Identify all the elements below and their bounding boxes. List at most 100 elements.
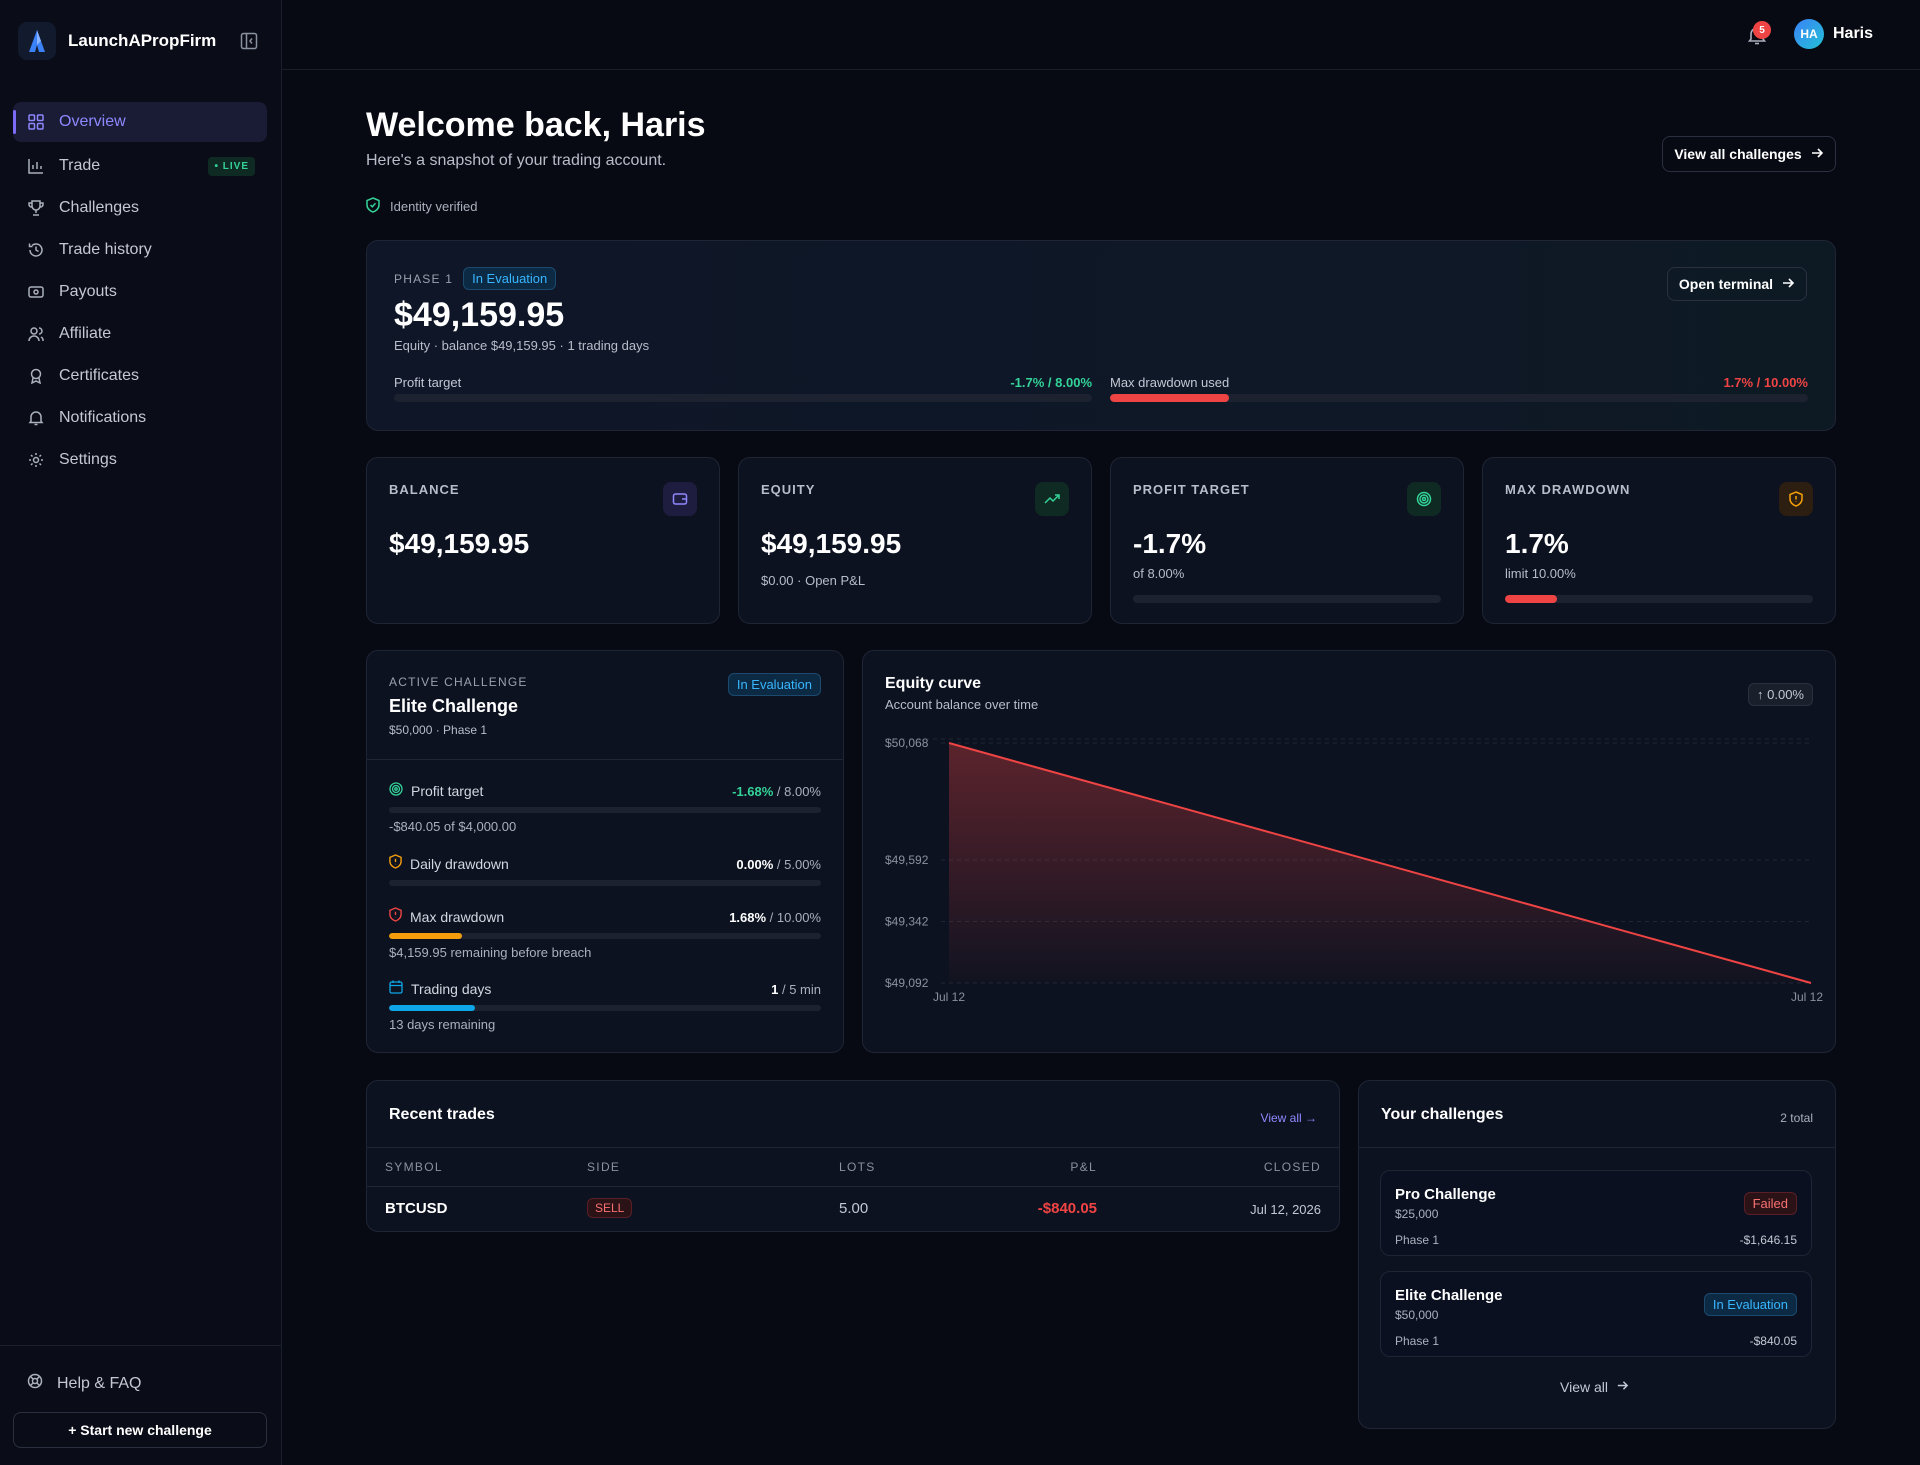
open-terminal-label: Open terminal (1678, 276, 1774, 292)
arrow-right-icon (1781, 276, 1795, 293)
users-icon (27, 325, 45, 343)
divider (367, 759, 843, 760)
topbar (282, 0, 1920, 70)
column-header: SIDE (587, 1160, 621, 1174)
row-label: Profit target (411, 783, 484, 799)
sidebar-item-label: Challenges (59, 199, 140, 216)
logo-icon (18, 22, 56, 60)
view-all-challenges-label: View all challenges (1674, 146, 1802, 162)
stat-sub: limit 10.00% (1505, 566, 1576, 581)
chart-subtitle: Account balance over time (885, 697, 1039, 712)
row-bar (389, 807, 821, 813)
phase-label: PHASE 1 (394, 271, 454, 286)
row-label: Daily drawdown (410, 856, 509, 872)
view-all-trades-link[interactable]: View all → (1260, 1111, 1317, 1125)
stat-bar (1505, 595, 1813, 603)
lifebuoy-icon (27, 1373, 43, 1394)
bell-icon (27, 409, 45, 427)
stat-title: BALANCE (389, 482, 460, 497)
challenge-size: $50,000 (1395, 1308, 1439, 1322)
challenge-item[interactable]: Pro Challenge $25,000 Failed Phase 1 -$1… (1380, 1170, 1812, 1256)
challenge-size: $25,000 (1395, 1207, 1439, 1221)
challenge-item[interactable]: Elite Challenge $50,000 In Evaluation Ph… (1380, 1271, 1812, 1357)
identity-verified: Identity verified (366, 197, 477, 216)
equity-card: EQUITY $49,159.95 $0.00 · Open P&L (738, 457, 1092, 624)
sidebar-collapse-icon[interactable] (240, 32, 258, 50)
brand[interactable]: LaunchAPropFirm (18, 22, 216, 60)
start-new-challenge-button[interactable]: + Start new challenge (13, 1412, 267, 1448)
table-row[interactable]: BTCUSD SELL 5.00 -$840.05 Jul 12, 2026 (367, 1187, 1339, 1232)
trade-lots: 5.00 (839, 1200, 869, 1217)
sidebar-item-certificates[interactable]: Certificates (13, 356, 267, 396)
phase-summary-card: PHASE 1 In Evaluation $49,159.95 Equity … (366, 240, 1836, 431)
sidebar-item-label: Affiliate (59, 325, 112, 342)
sidebar-item-affiliate[interactable]: Affiliate (13, 314, 267, 354)
change-badge: ↑ 0.00% (1748, 683, 1813, 706)
sidebar-item-label: Settings (59, 451, 117, 468)
max-drawdown-progress: Max drawdown used 1.7% / 10.00% (1110, 375, 1808, 402)
row-bar (389, 880, 821, 886)
row-value: 1.68% (729, 909, 767, 925)
sidebar-item-label: Overview (59, 113, 126, 130)
wallet-icon (663, 482, 697, 516)
profit-target-card: PROFIT TARGET -1.7% of 8.00% (1110, 457, 1464, 624)
view-all-challenges-link[interactable]: View all (1560, 1379, 1629, 1395)
shield-icon (389, 907, 402, 927)
status-badge: In Evaluation (1703, 1293, 1797, 1316)
sidebar-item-label: Payouts (59, 283, 117, 300)
sidebar-item-trade-history[interactable]: Trade history (13, 230, 267, 270)
calendar-icon (389, 980, 403, 999)
help-label: Help & FAQ (57, 1374, 142, 1392)
help-faq-link[interactable]: Help & FAQ (27, 1373, 141, 1394)
page-subtitle: Here's a snapshot of your trading accoun… (366, 152, 667, 169)
brand-name: LaunchAPropFirm (68, 31, 217, 50)
stat-title: PROFIT TARGET (1133, 482, 1250, 497)
view-all-challenges-button[interactable]: View all challenges (1662, 136, 1836, 172)
open-terminal-button[interactable]: Open terminal (1667, 267, 1807, 301)
y-tick-label: $49,592 (885, 853, 929, 867)
stat-value: 1.7% (1505, 528, 1569, 559)
shield-icon (389, 854, 402, 874)
sidebar-item-trade[interactable]: Trade • LIVE (13, 146, 267, 186)
max-drawdown-value: 1.7% / 10.00% (1723, 375, 1808, 390)
sidebar-item-settings[interactable]: Settings (13, 440, 267, 480)
row-value: 0.00% (736, 856, 774, 872)
sidebar-item-notifications[interactable]: Notifications (13, 398, 267, 438)
stat-title: MAX DRAWDOWN (1505, 482, 1631, 497)
sidebar: LaunchAPropFirm Overview Trade • LIVE Ch… (0, 0, 282, 1465)
y-tick-label: $49,092 (885, 976, 929, 990)
row-note: 13 days remaining (389, 1017, 496, 1032)
max-drawdown-card: MAX DRAWDOWN 1.7% limit 10.00% (1482, 457, 1836, 624)
avatar[interactable]: HA (1794, 19, 1824, 49)
page-title: Welcome back, Haris (366, 106, 706, 144)
trophy-icon (27, 199, 45, 217)
row-note: $4,159.95 remaining before breach (389, 945, 592, 960)
x-tick-label: Jul 12 (1791, 990, 1823, 1004)
sidebar-item-challenges[interactable]: Challenges (13, 188, 267, 228)
divider (367, 1186, 1339, 1187)
grid-icon (27, 113, 45, 131)
trade-symbol: BTCUSD (385, 1200, 448, 1217)
x-tick-label: Jul 12 (933, 990, 965, 1004)
sidebar-item-payouts[interactable]: Payouts (13, 272, 267, 312)
your-challenges-title: Your challenges (1381, 1106, 1504, 1123)
stat-value: -1.7% (1133, 528, 1207, 559)
user-name[interactable]: Haris (1833, 25, 1874, 42)
profit-target-progress: Profit target -1.7% / 8.00% (394, 375, 1092, 402)
history-icon (27, 241, 45, 259)
column-header: CLOSED (1263, 1160, 1321, 1174)
column-header: P&L (1070, 1160, 1097, 1174)
row-bar (389, 933, 821, 939)
gear-icon (27, 451, 45, 469)
notification-count-badge: 5 (1753, 21, 1771, 39)
active-challenge-meta: $50,000 · Phase 1 (389, 723, 488, 737)
trade-pnl: -$840.05 (1037, 1200, 1097, 1217)
stat-bar (1133, 595, 1441, 603)
divider (1359, 1147, 1835, 1148)
sidebar-item-overview[interactable]: Overview (13, 102, 267, 142)
trade-side-badge: SELL (587, 1198, 633, 1218)
row-label: Trading days (411, 981, 492, 997)
sidebar-item-label: Trade history (59, 241, 152, 258)
phase-amount: $49,159.95 (394, 296, 565, 334)
profit-target-label: Profit target (394, 375, 462, 390)
